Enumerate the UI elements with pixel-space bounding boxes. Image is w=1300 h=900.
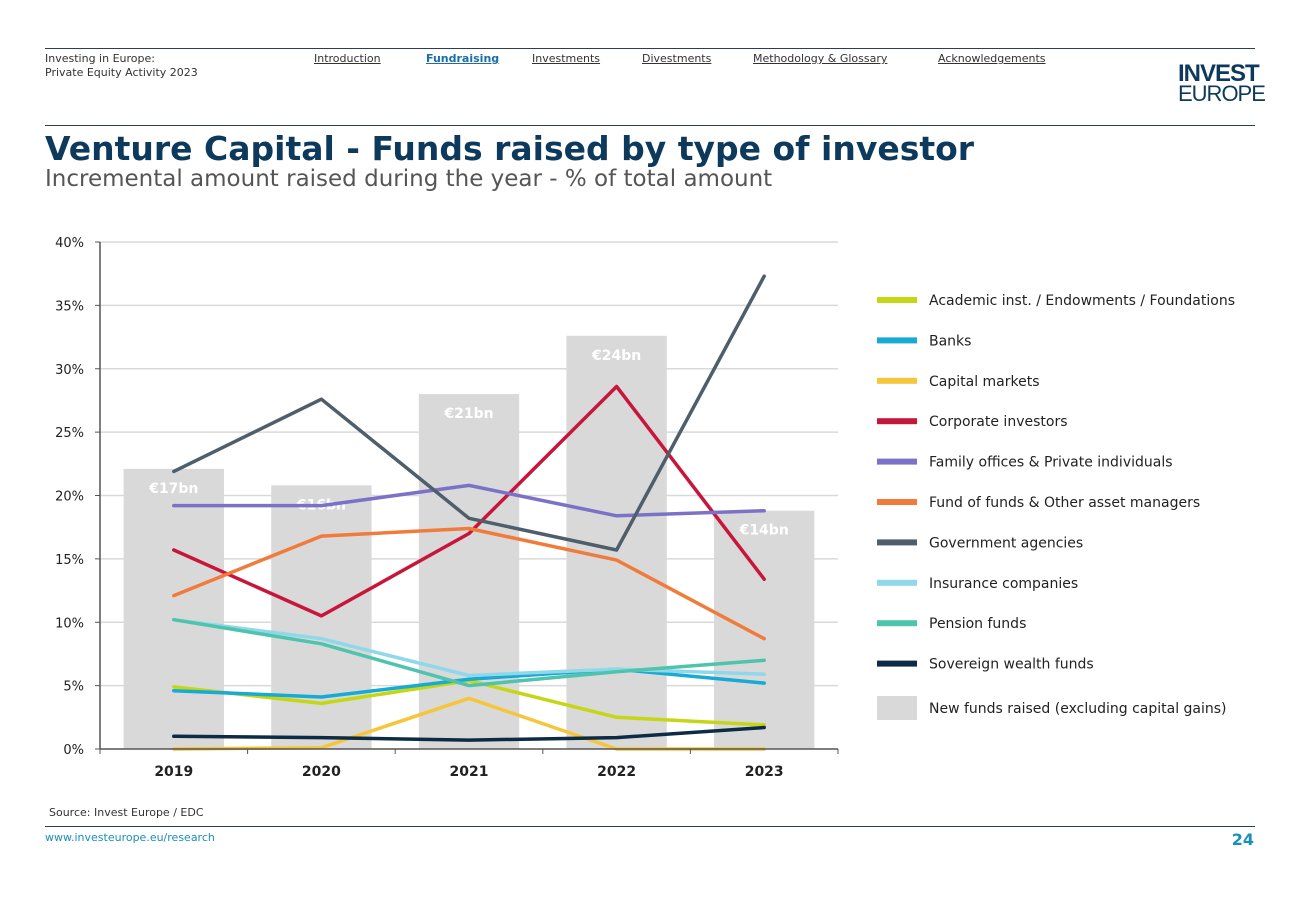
legend-label: Family offices & Private individuals: [929, 455, 1173, 471]
chart-axes: 0% 5% 10% 15% 20% 25% 30% 35% 40% 2019 2020 2021 202…: [55, 236, 839, 780]
x-tick-label: 2023: [745, 764, 784, 780]
series-line-corporate-investors: [172, 384, 766, 618]
logo-line1: INVEST: [1178, 60, 1260, 87]
page-number: 24: [1231, 830, 1254, 849]
x-tick-label: 2020: [302, 764, 341, 780]
legend-swatch-bars: [877, 696, 917, 720]
y-tick-label: 20%: [55, 490, 84, 505]
legend-swatch: [877, 499, 917, 505]
document-title-line1: Investing in Europe:: [45, 52, 155, 65]
series-line-insurance-companies: [172, 617, 766, 678]
bar-2019: [123, 468, 224, 749]
legend-swatch: [877, 377, 917, 384]
y-tick-label: 15%: [55, 553, 84, 568]
chart: €17bn€16bn€21bn€24bn€14bn 0%5%10%15%20%2…: [55, 236, 1235, 780]
bar-value-label: €24bn: [591, 348, 641, 364]
page-subtitle: Incremental amount raised during the yea…: [45, 166, 773, 192]
nav-divestments[interactable]: Divestments: [642, 52, 712, 65]
x-tick-label: 2019: [154, 764, 193, 780]
y-tick-label: 30%: [55, 363, 84, 378]
page-title: Venture Capital - Funds raised by type o…: [45, 129, 975, 168]
chart-legend: Academic inst. / Endowments / Foundation…: [877, 293, 1235, 720]
legend-label-bars: New funds raised (excluding capital gain…: [929, 701, 1227, 717]
legend-label: Government agencies: [929, 535, 1083, 551]
document-title: Investing in Europe: Private Equity Acti…: [45, 52, 198, 80]
legend-swatch: [877, 297, 917, 303]
series-line-fund-of-funds-other-asset-managers: [172, 526, 766, 641]
legend-label: Corporate investors: [929, 414, 1068, 430]
nav-investments[interactable]: Investments: [532, 52, 601, 65]
nav-methodology-glossary[interactable]: Methodology & Glossary: [753, 52, 888, 65]
legend-label: Sovereign wealth funds: [929, 657, 1094, 673]
series-line-family-offices-private-individuals: [172, 483, 766, 518]
y-tick-label: 5%: [63, 680, 84, 695]
nav-fundraising[interactable]: Fundraising: [426, 52, 500, 65]
y-tick-label: 25%: [55, 426, 84, 441]
chart-lines: [172, 274, 766, 751]
legend-label: Pension funds: [929, 616, 1026, 632]
legend-label: Academic inst. / Endowments / Foundation…: [929, 293, 1235, 309]
document-title-line2: Private Equity Activity 2023: [45, 66, 198, 79]
footer-rule: [45, 826, 1255, 827]
legend-label: Capital markets: [929, 374, 1040, 390]
legend-swatch: [877, 337, 917, 344]
source-note: Source: Invest Europe / EDC: [49, 806, 204, 819]
legend-swatch: [877, 458, 917, 465]
y-tick-label: 35%: [55, 299, 84, 314]
legend-swatch: [877, 660, 917, 667]
nav-acknowledgements[interactable]: Acknowledgements: [938, 52, 1046, 65]
header-bottom-rule: [45, 125, 1255, 126]
legend-swatch: [877, 418, 917, 425]
series-line-government-agencies: [172, 274, 766, 552]
footer-url-link[interactable]: www.investeurope.eu/research: [45, 831, 215, 844]
series-line-sovereign-wealth-funds: [172, 725, 766, 742]
series-line-pension-funds: [172, 617, 766, 688]
y-tick-label: 0%: [63, 743, 84, 758]
bar-value-label: €17bn: [148, 481, 198, 497]
legend-label: Fund of funds & Other asset managers: [929, 495, 1200, 511]
bar-2021: [418, 394, 520, 749]
legend-label: Insurance companies: [929, 576, 1078, 592]
legend-swatch: [877, 620, 917, 627]
series-line-banks: [172, 667, 766, 699]
legend-swatch: [877, 579, 917, 586]
y-tick-label: 10%: [55, 616, 84, 631]
y-tick-label: 40%: [55, 236, 84, 251]
chart-bars: [123, 335, 815, 749]
logo-line2: EUROPE: [1178, 81, 1266, 106]
bar-2023: [714, 510, 815, 749]
legend-swatch: [877, 539, 917, 546]
x-tick-label: 2021: [450, 764, 489, 780]
header-top-rule: [45, 48, 1255, 49]
bar-value-label: €14bn: [739, 523, 789, 539]
legend-label: Banks: [929, 333, 971, 349]
nav-introduction[interactable]: Introduction: [314, 52, 381, 65]
invest-europe-logo[interactable]: INVEST EUROPE: [1178, 60, 1266, 106]
bar-value-label: €21bn: [443, 406, 493, 422]
x-tick-label: 2022: [597, 764, 636, 780]
